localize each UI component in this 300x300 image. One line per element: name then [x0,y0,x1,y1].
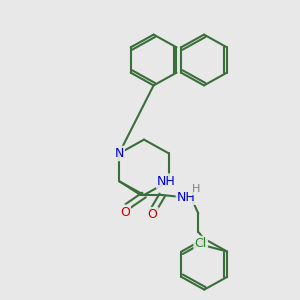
Text: O: O [120,206,130,219]
Text: H: H [192,184,200,194]
Text: NH: NH [157,175,176,188]
Text: Cl: Cl [195,237,207,250]
Text: N: N [114,147,124,160]
Text: O: O [148,208,158,221]
Text: NH: NH [177,191,196,204]
